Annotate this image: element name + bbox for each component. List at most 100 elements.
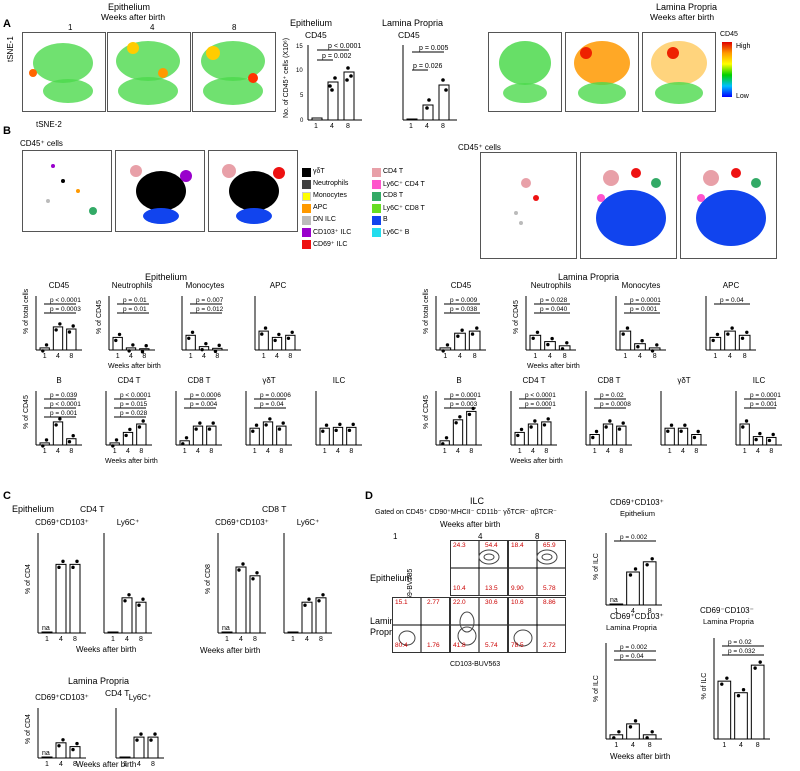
panel-letter-c: C (3, 490, 11, 502)
na-label: na (42, 625, 50, 632)
bar (315, 597, 327, 634)
bar (212, 347, 223, 351)
tick-label: 4 (756, 448, 760, 455)
tick-label: 1 (668, 448, 672, 455)
tick-label: 8 (619, 448, 623, 455)
facs-quadrant (393, 598, 449, 652)
data-point (204, 341, 208, 346)
data-point (207, 427, 212, 431)
data-point (254, 423, 259, 427)
bar (221, 631, 233, 634)
bar (691, 434, 702, 446)
bar-chart: 1 4 8 na p = 0.002 % of ILC (593, 533, 662, 615)
bar (346, 426, 357, 446)
data-point (546, 342, 550, 347)
svg-text:4: 4 (330, 123, 334, 128)
chart-title: CD45 (49, 281, 70, 290)
bar (739, 423, 750, 446)
data-point (467, 412, 472, 417)
lp-title: Lamina Propria (656, 2, 718, 12)
data-point (260, 332, 264, 336)
legend-label: CD103⁺ ILC (313, 229, 352, 236)
data-point (565, 341, 569, 345)
bar (616, 425, 627, 446)
data-point (241, 562, 245, 566)
y-label: % of CD45 (423, 395, 430, 429)
a-lp-p1: p = 0.026 (413, 63, 442, 70)
data-point (726, 332, 730, 336)
data-point (645, 736, 649, 740)
chart-title: CD69⁺CD103⁺ (35, 693, 89, 702)
d-weeks: Weeks after birth (440, 520, 501, 529)
tick-label: 8 (69, 353, 73, 360)
bar (271, 336, 283, 351)
tsne-scatter (116, 41, 180, 105)
data-point (617, 427, 622, 431)
y-label: % of CD4 (25, 564, 32, 594)
p-value: p < 0.0001 (50, 401, 81, 408)
data-point (184, 436, 189, 440)
facs-quadrant (509, 598, 565, 652)
c-lp-cd4t: CD4 T (105, 688, 130, 698)
d-bar3-sub: Lamina Propria (703, 617, 754, 626)
svg-text:4: 4 (425, 123, 429, 128)
d-ilc: ILC (470, 496, 485, 506)
tick-label: 1 (45, 636, 49, 643)
tick-label: 8 (469, 448, 473, 455)
c-epi-title: Epithelium (12, 504, 55, 514)
data-point (321, 429, 325, 433)
data-point (127, 593, 131, 597)
bar-w1 (311, 117, 323, 121)
bar (589, 434, 600, 446)
data-point (44, 438, 49, 442)
bar (454, 332, 466, 351)
tick-label: 1 (443, 448, 447, 455)
data-point (137, 603, 141, 607)
p-value: p = 0.002 (620, 534, 648, 541)
data-point (217, 343, 221, 348)
tick-label: 1 (593, 448, 597, 455)
bar (258, 330, 269, 351)
tick-label: 4 (631, 742, 635, 749)
d-bar1-title: CD69⁺CD103⁺ (610, 498, 664, 507)
chart-title: B (456, 376, 461, 385)
q-ul: 18.4 (511, 542, 524, 549)
q-ur: 8.86 (543, 599, 556, 606)
bar (750, 664, 765, 740)
data-point (57, 744, 61, 748)
bar-w8 (343, 71, 355, 121)
facs-lp-w1: 15.1 2.77 80.4 1.76 (392, 597, 450, 653)
bar (287, 631, 299, 634)
y-label: % of CD4 (25, 714, 32, 744)
weeks-title: Weeks after birth (101, 12, 166, 22)
y-label: % of ILC (593, 675, 600, 702)
data-point (621, 332, 625, 336)
bar (41, 756, 53, 759)
tick-label: 8 (319, 636, 323, 643)
a-chart-lp: p = 0.026 p = 0.005 1 4 8 (402, 45, 457, 128)
p-value: p < 0.0001 (525, 392, 556, 399)
bar-chart: ILC 1 4 8 p = 0.0001 p = 0.001 (735, 376, 782, 455)
p-value: p = 0.04 (260, 401, 284, 408)
tsne-b-epi-w4 (115, 150, 205, 232)
legend-swatch (372, 192, 381, 201)
facs-epi-w4: 24.3 54.4 10.4 13.5 (450, 540, 508, 596)
bar-chart: Monocytes 1 4 8 p = 0.007 p = 0.012 (181, 281, 228, 360)
tick-label: 1 (533, 353, 537, 360)
data-point (621, 421, 625, 425)
data-point (140, 350, 145, 354)
tick-label: 4 (59, 761, 63, 768)
chart-title: CD69⁺CD103⁺ (35, 518, 89, 527)
data-point (604, 425, 608, 429)
bar (133, 736, 145, 759)
p-value: p = 0.002 (620, 644, 648, 651)
data-point (475, 326, 479, 330)
q-lr: 1.76 (427, 642, 440, 649)
data-point (758, 431, 762, 436)
chart-title: B (56, 376, 61, 385)
data-point (67, 330, 72, 334)
tick-label: 1 (291, 636, 295, 643)
data-point (211, 421, 215, 425)
legend-label: Ly6C⁺ CD4 T (383, 181, 425, 188)
tick-label: 1 (614, 608, 618, 615)
